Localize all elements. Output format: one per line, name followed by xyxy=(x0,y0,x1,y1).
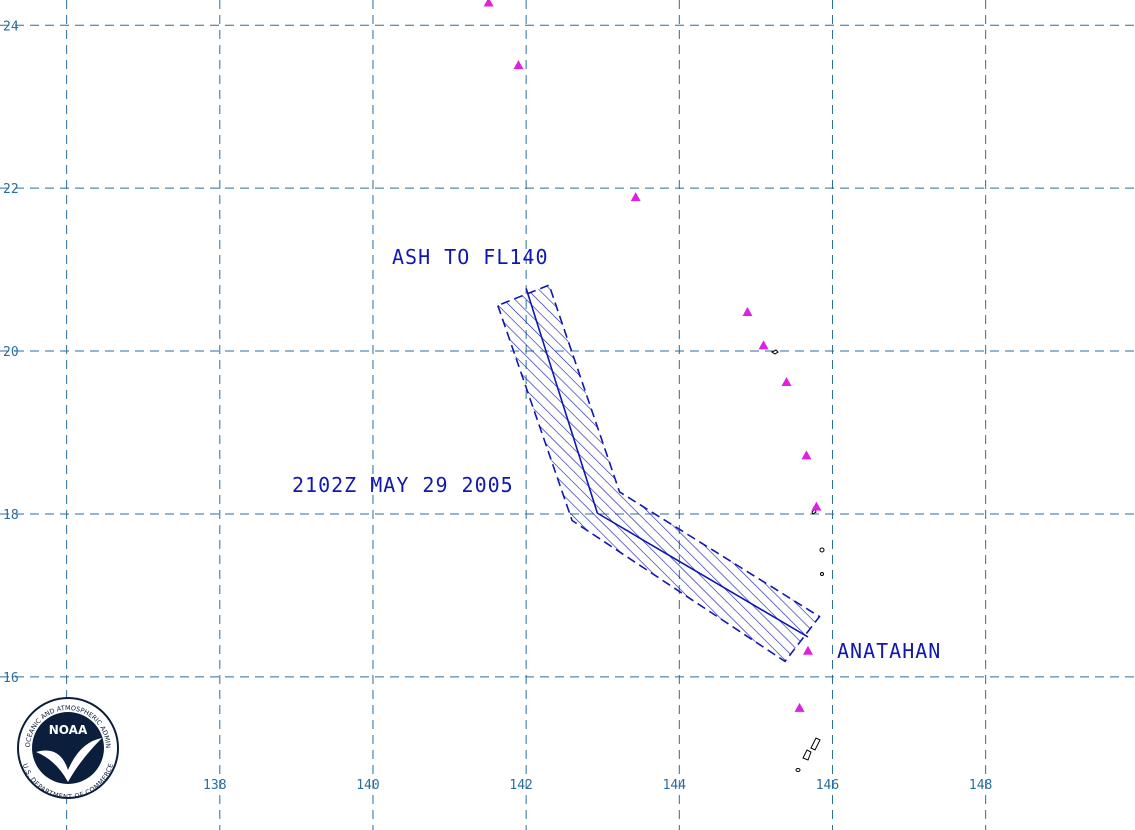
x-tick-label: 146 xyxy=(816,778,839,793)
logo-ring-top-text: NATIONAL OCEANIC AND ATMOSPHERIC ADMINIS… xyxy=(0,0,112,748)
ash-layer xyxy=(496,284,821,663)
volcano xyxy=(802,645,813,655)
y-tick-label: 20 xyxy=(3,345,19,360)
volcano xyxy=(483,0,494,7)
volcano xyxy=(801,450,812,460)
x-tick-label: 148 xyxy=(969,778,992,793)
y-tick-label: 24 xyxy=(3,19,19,34)
time-label: 2102Z MAY 29 2005 xyxy=(292,473,514,497)
x-tick-label: 138 xyxy=(203,778,226,793)
y-tick-label: 16 xyxy=(3,671,19,686)
altitude-label: ASH TO FL140 xyxy=(392,245,549,269)
logo-name: NOAA xyxy=(49,723,88,737)
volcano xyxy=(781,377,792,387)
volcano xyxy=(811,501,822,511)
y-tick-label: 18 xyxy=(3,508,19,523)
volcano xyxy=(742,306,753,316)
x-tick-label: 142 xyxy=(509,778,532,793)
volcano xyxy=(513,60,524,70)
x-tick-label: 144 xyxy=(663,778,687,793)
volcanoes xyxy=(483,0,822,712)
logo-ring-top: NATIONAL OCEANIC AND ATMOSPHERIC ADMINIS… xyxy=(0,0,112,748)
volcano xyxy=(630,192,641,202)
ash-axis xyxy=(525,288,809,638)
ash-area xyxy=(496,284,821,663)
volcano-label: ANATAHAN xyxy=(837,639,941,663)
volcano xyxy=(794,702,805,712)
islands xyxy=(771,349,825,772)
y-tick-label: 22 xyxy=(3,182,19,197)
volcano xyxy=(758,340,769,350)
x-tick-label: 140 xyxy=(356,778,379,793)
